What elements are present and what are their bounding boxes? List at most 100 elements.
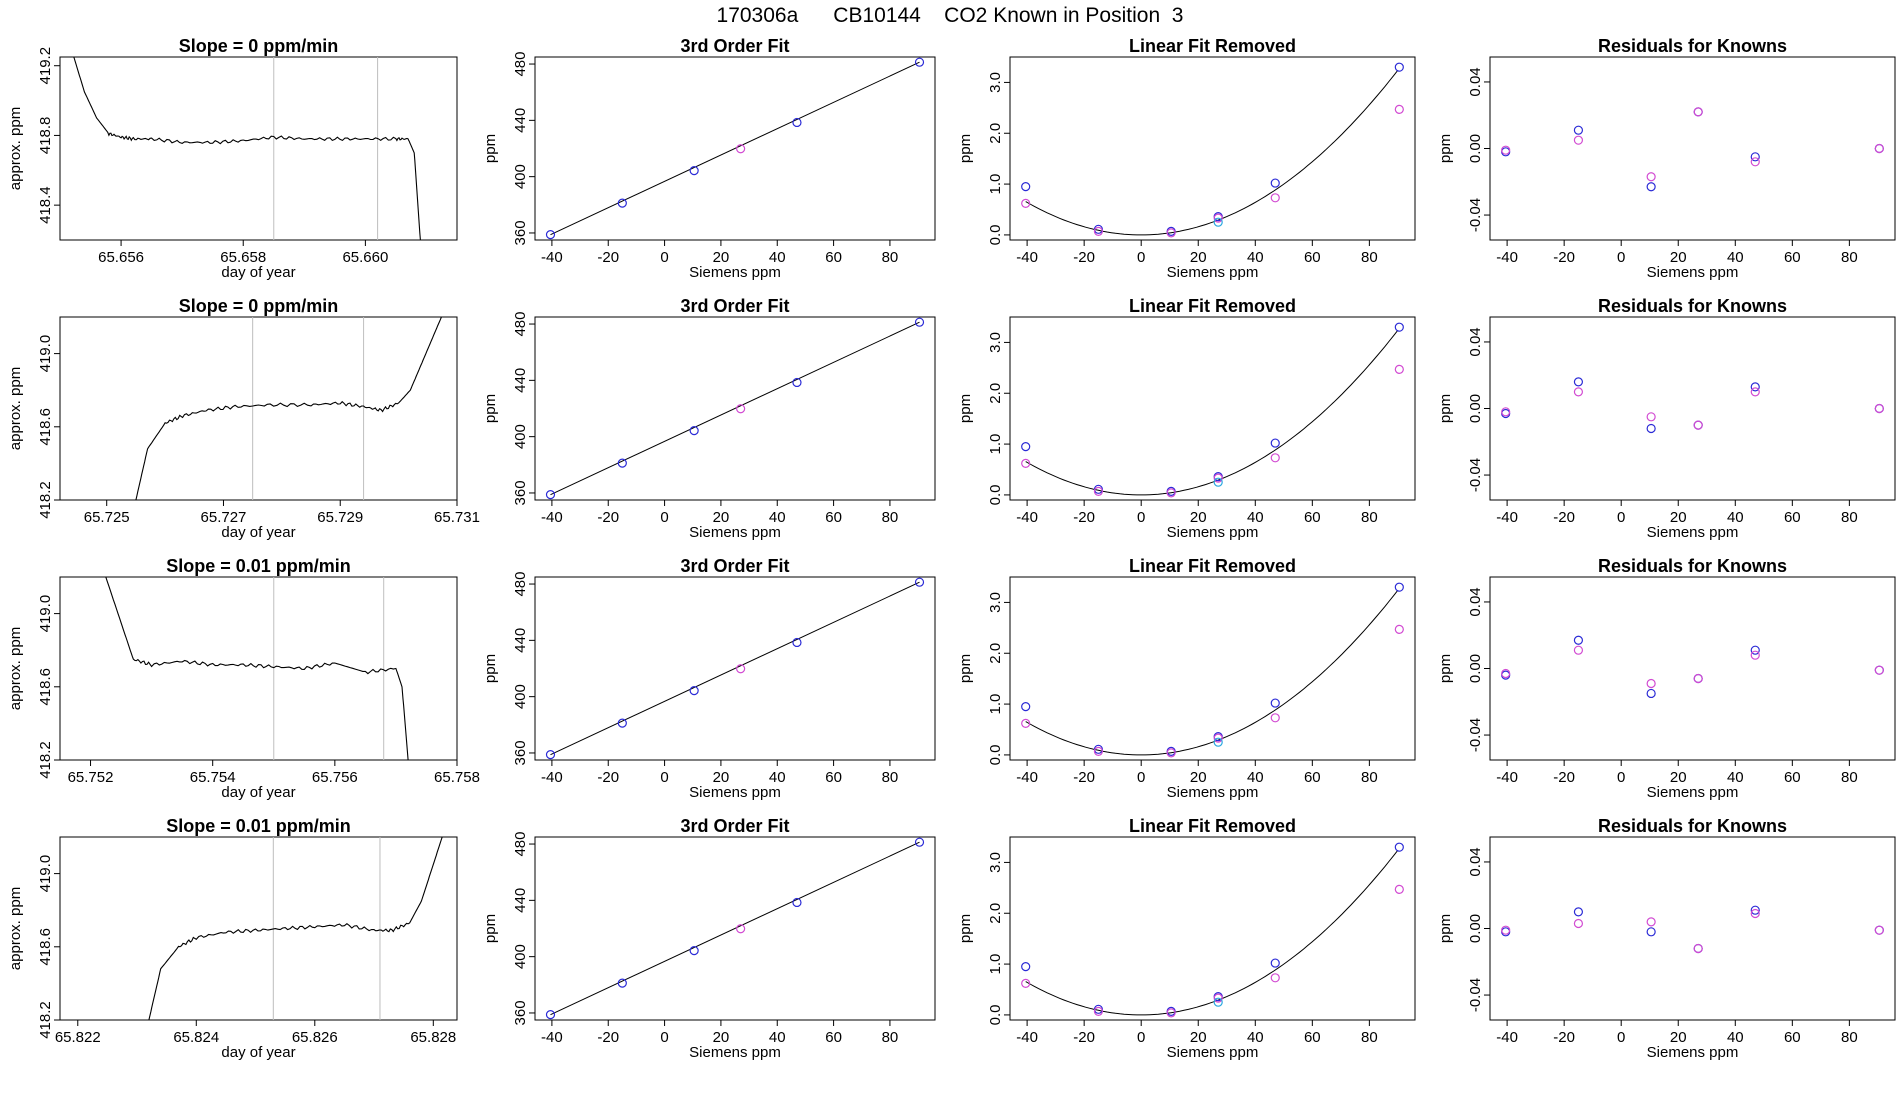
x-tick-label: -40 (1016, 769, 1038, 786)
x-tick-label: 80 (882, 249, 899, 266)
y-tick-label: 0.04 (1467, 587, 1484, 616)
panel-title: Linear Fit Removed (1129, 296, 1296, 316)
y-tick-label: 418.4 (37, 186, 54, 224)
x-axis-label: Siemens ppm (1167, 1044, 1259, 1061)
plot-frame (59, 836, 458, 1021)
cyan-data-point (1213, 217, 1223, 227)
blue-data-point (1394, 842, 1404, 852)
fit-point (545, 230, 556, 240)
panel-fit-row-1: 3rd Order Fit -40 -20 0 20 40 60 80 360 400 440 480… (482, 36, 936, 281)
panel-title: Linear Fit Removed (1129, 556, 1296, 576)
blue-data-point (1750, 905, 1760, 915)
magenta-data-point (1874, 403, 1884, 414)
fit-point (545, 490, 556, 500)
x-axis-label: Siemens ppm (1647, 1044, 1739, 1061)
x-axis-label: Siemens ppm (689, 1044, 781, 1061)
y-tick-label: 480 (512, 312, 529, 337)
magenta-data-point (1750, 387, 1760, 397)
fit-point (914, 837, 925, 847)
blue-data-point (1021, 442, 1031, 452)
x-tick-label: 0 (1137, 1029, 1145, 1046)
x-tick-label: -40 (541, 249, 563, 266)
x-tick-label: 60 (825, 249, 842, 266)
magenta-data-point (1166, 228, 1176, 238)
x-tick-label: 40 (1247, 249, 1264, 266)
x-tick-label: 40 (769, 249, 786, 266)
y-tick-label: 360 (512, 480, 529, 505)
fit-point (736, 664, 746, 674)
x-axis-label: day of year (221, 524, 295, 541)
x-tick-label: -20 (1553, 769, 1575, 786)
fit-point (617, 718, 627, 728)
x-tick-label: 80 (1841, 769, 1858, 786)
panel-timeseries-row-1: Slope = 0 ppm/min 65.656 65.658 65.660 418.4… (7, 36, 458, 281)
fit-point (792, 377, 802, 388)
x-tick-label: 65.725 (84, 509, 130, 526)
x-tick-label: 60 (825, 769, 842, 786)
magenta-data-point (1874, 925, 1884, 935)
x-tick-label: 65.756 (312, 769, 358, 786)
y-tick-label: 418.6 (37, 408, 54, 446)
blue-data-point (1270, 178, 1280, 188)
x-tick-label: 65.660 (342, 249, 388, 266)
x-tick-label: 20 (1190, 1029, 1207, 1046)
panel-residuals-row-2: Residuals for Knowns -40 -20 0 20 40 60 80 -0.04… (1437, 296, 1896, 541)
x-axis-label: Siemens ppm (1167, 784, 1259, 801)
x-tick-label: -40 (1016, 509, 1038, 526)
fit-point (617, 198, 627, 208)
y-tick-label: 418.2 (37, 1001, 54, 1039)
blue-data-point (1646, 927, 1656, 937)
x-tick-label: 40 (1727, 1029, 1744, 1046)
co2-trace-line (73, 57, 421, 240)
x-tick-label: 20 (713, 509, 730, 526)
fit-point (736, 404, 746, 414)
plot-frame (1489, 836, 1896, 1021)
x-tick-label: 60 (1304, 1029, 1321, 1046)
fit-point (689, 686, 699, 696)
x-tick-label: 0 (1137, 509, 1145, 526)
y-tick-label: 419.0 (37, 855, 54, 893)
y-axis-label: approx. ppm (7, 887, 24, 970)
x-tick-label: -40 (541, 1029, 563, 1046)
magenta-data-point (1093, 486, 1104, 496)
y-tick-label: 400 (512, 164, 529, 189)
y-tick-label: 419.2 (37, 47, 54, 85)
y-axis-label: ppm (482, 654, 499, 683)
y-tick-label: 480 (512, 832, 529, 857)
x-tick-label: 40 (769, 509, 786, 526)
x-tick-label: -40 (1496, 509, 1518, 526)
fit-point (689, 426, 699, 436)
fit-point (792, 637, 802, 648)
blue-data-point (1573, 907, 1584, 917)
fit-point (617, 978, 627, 988)
x-tick-label: 40 (769, 769, 786, 786)
blue-data-point (1394, 322, 1404, 332)
magenta-data-point (1750, 157, 1760, 167)
panel-title: 3rd Order Fit (680, 36, 789, 56)
x-tick-label: -40 (541, 769, 563, 786)
x-axis-label: Siemens ppm (1167, 524, 1259, 541)
x-tick-label: 40 (769, 1029, 786, 1046)
panel-residuals-row-3: Residuals for Knowns -40 -20 0 20 40 60 80 -0.04… (1437, 556, 1896, 801)
magenta-data-point (1646, 412, 1656, 422)
plot-frame (534, 576, 936, 761)
magenta-data-point (1693, 420, 1703, 430)
x-tick-label: 0 (660, 249, 668, 266)
cyan-data-point (1213, 737, 1223, 747)
panel-title: Residuals for Knowns (1598, 296, 1787, 316)
fit-line (550, 581, 920, 756)
y-tick-label: -0.04 (1467, 198, 1484, 232)
x-tick-label: 20 (1670, 1029, 1687, 1046)
x-tick-label: 60 (1784, 249, 1801, 266)
y-tick-label: 0.00 (1467, 394, 1484, 423)
fit-point (914, 577, 925, 587)
y-axis-label: ppm (1437, 134, 1454, 163)
panel-residuals-row-4: Residuals for Knowns -40 -20 0 20 40 60 80 -0.04… (1437, 816, 1896, 1061)
magenta-data-point (1093, 746, 1104, 756)
y-axis-label: ppm (957, 394, 974, 423)
blue-data-point (1021, 962, 1031, 972)
magenta-data-point (1646, 917, 1656, 927)
plot-frame (1489, 316, 1896, 501)
x-tick-label: 65.656 (98, 249, 144, 266)
